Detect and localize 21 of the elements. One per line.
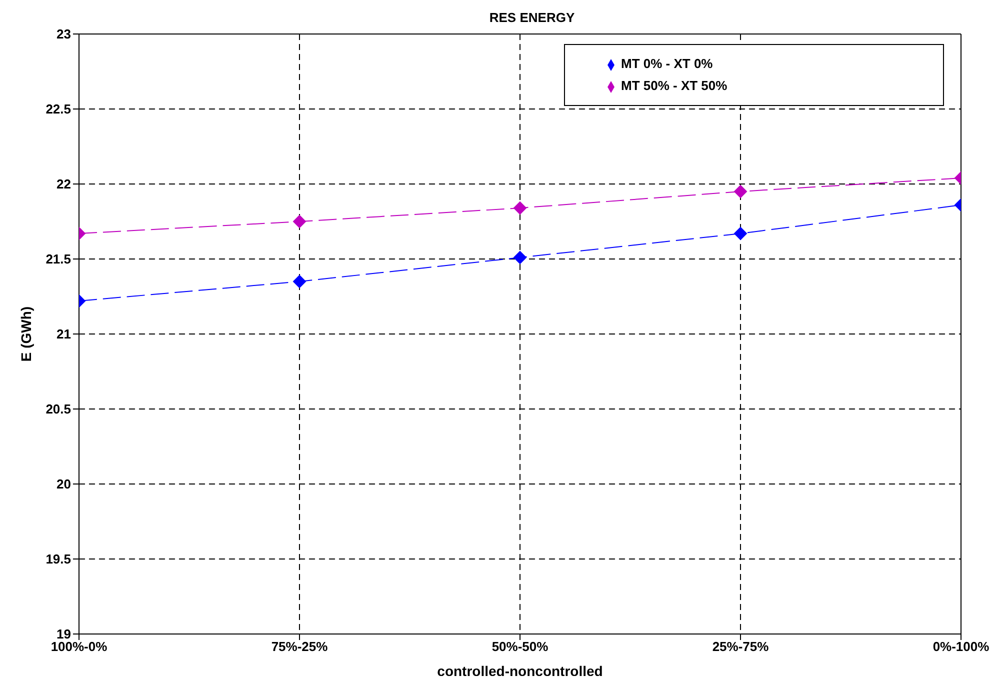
chart-title: RES ENERGY xyxy=(489,10,575,25)
y-tick-label: 23 xyxy=(56,26,71,42)
x-tick-label: 25%-75% xyxy=(712,639,770,654)
legend-label: MT 50% - XT 50% xyxy=(621,78,728,93)
point xyxy=(514,202,526,214)
legend-label: MT 0% - XT 0% xyxy=(621,56,713,71)
x-tick-label: 75%-25% xyxy=(271,639,328,654)
point xyxy=(514,251,526,264)
x-tick-label: 100%-0% xyxy=(50,639,108,654)
y-axis-title: E (GWh) xyxy=(18,306,34,362)
x-tick-label: 0%-100% xyxy=(932,639,990,654)
y-tick-label: 22.5 xyxy=(46,102,71,117)
y-tick-label: 21.5 xyxy=(46,252,71,267)
y-tick-label: 21 xyxy=(56,326,71,342)
y-tick-label: 22 xyxy=(56,176,71,192)
y-tick-label: 20.5 xyxy=(46,402,71,417)
y-tick-label: 19.5 xyxy=(46,552,71,567)
y-tick-label: 20 xyxy=(56,476,71,492)
x-axis-title: controlled-noncontrolled xyxy=(437,663,603,679)
x-tick-label: 50%-50% xyxy=(492,639,549,654)
y-tick-label: 19 xyxy=(56,626,71,642)
